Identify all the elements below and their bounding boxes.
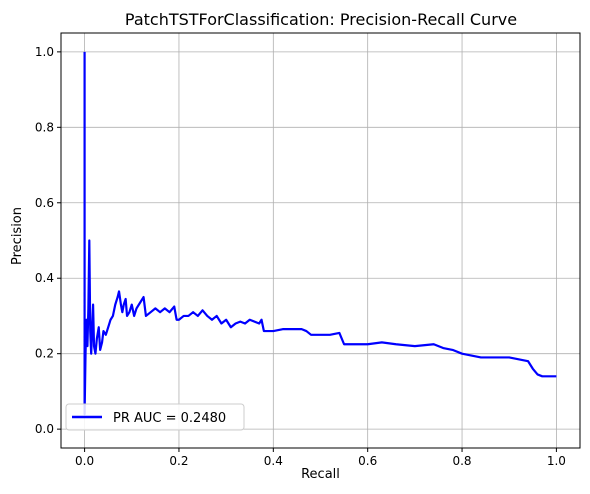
- y-tick-label: 0.4: [35, 271, 54, 285]
- y-tick-label: 0.6: [35, 196, 54, 210]
- x-tick-label: 0.0: [75, 454, 94, 468]
- x-tick-label: 0.6: [358, 454, 377, 468]
- y-axis-label: Precision: [10, 207, 25, 265]
- y-tick-label: 0.8: [35, 120, 54, 134]
- axis-ticks: 0.0 0.2 0.4 0.6 0.8 1.0 0.0 0.2 0.4 0.6 0.8 1.0: [35, 45, 566, 468]
- x-tick-label: 0.8: [452, 454, 471, 468]
- series-layer: [83, 51, 557, 416]
- legend-label: PR AUC = 0.2480: [113, 411, 226, 426]
- x-tick-label: 0.2: [169, 454, 188, 468]
- y-tick-label: 0.2: [35, 347, 54, 361]
- x-axis-label: Recall: [301, 467, 340, 482]
- y-tick-label: 0.0: [35, 422, 54, 436]
- x-tick-label: 0.4: [264, 454, 283, 468]
- legend-box: [65, 403, 245, 431]
- legend: PR AUC = 0.2480: [65, 403, 245, 431]
- x-tick-label: 1.0: [547, 454, 566, 468]
- y-tick-label: 1.0: [35, 45, 54, 59]
- chart-title: PatchTSTForClassification: Precision-Rec…: [125, 10, 517, 29]
- pr-curve-line: [83, 51, 557, 416]
- grid-lines: [61, 33, 580, 448]
- plot-area-frame: [60, 32, 581, 449]
